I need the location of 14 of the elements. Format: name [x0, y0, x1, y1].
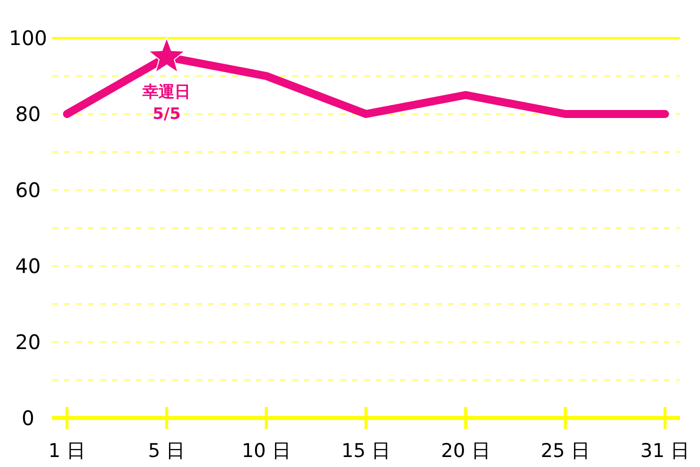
x-tick-label: 20 日 [441, 440, 490, 462]
y-tick-label: 60 [15, 178, 41, 202]
y-tick-label: 100 [8, 26, 48, 50]
x-tick-label: 25 日 [540, 440, 590, 462]
x-tick-label: 5 日 [148, 440, 186, 462]
y-tick-label: 0 [22, 406, 34, 430]
x-tick-label: 1 日 [48, 440, 86, 462]
annotation: 幸運日 5/5 [142, 82, 191, 123]
y-tick-label: 80 [15, 102, 41, 126]
y-tick-label: 20 [15, 330, 41, 354]
x-tick-label: 31 日 [640, 440, 690, 462]
y-tick-label: 40 [15, 254, 41, 278]
x-tick-label: 10 日 [242, 440, 291, 462]
x-tick-label: 15 日 [341, 440, 391, 462]
